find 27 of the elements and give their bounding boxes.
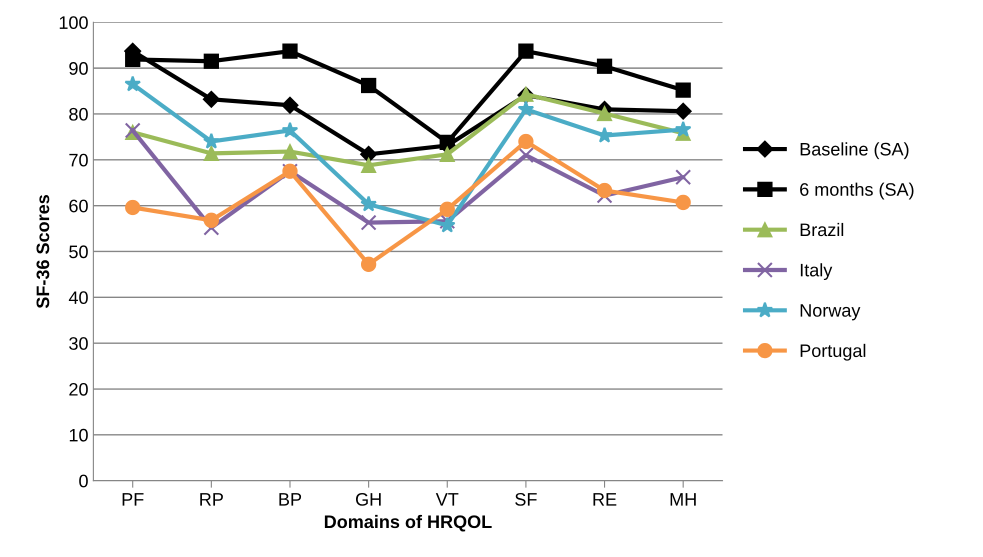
y-axis-title: SF-36 Scores bbox=[36, 195, 50, 308]
x-tick-label: VT bbox=[436, 493, 458, 506]
y-tick-label: 100 bbox=[60, 16, 88, 29]
x-tick-label: GH bbox=[356, 492, 381, 506]
x-axis-title: Domains of HRQOL bbox=[324, 514, 492, 532]
x-tick-label: MH bbox=[670, 493, 696, 506]
x-tick-label: RE bbox=[593, 493, 616, 506]
legend-label: 6 months (SA) bbox=[800, 182, 914, 200]
x-tick-label: BP bbox=[279, 493, 302, 506]
y-tick-label: 60 bbox=[69, 200, 88, 212]
y-tick-label: 0 bbox=[79, 474, 88, 488]
x-tick-label: PF bbox=[122, 493, 144, 506]
y-tick-label: 40 bbox=[68, 291, 88, 304]
y-tick-label: 50 bbox=[69, 245, 88, 258]
x-tick-label: SF bbox=[515, 492, 537, 506]
y-tick-label: 30 bbox=[69, 337, 88, 350]
y-tick-label: 10 bbox=[70, 428, 88, 442]
legend-label: Baseline (SA) bbox=[800, 142, 908, 160]
y-tick-label: 80 bbox=[69, 108, 88, 121]
legend-label: Brazil bbox=[800, 222, 844, 236]
legend-label: Portugal bbox=[800, 344, 866, 361]
legend-label: Norway bbox=[800, 304, 860, 320]
y-tick-label: 90 bbox=[69, 62, 88, 75]
x-tick-label: RP bbox=[200, 493, 223, 506]
y-tick-label: 20 bbox=[69, 382, 88, 396]
legend-label: Italy bbox=[800, 263, 832, 280]
y-tick-label: 70 bbox=[69, 154, 88, 167]
